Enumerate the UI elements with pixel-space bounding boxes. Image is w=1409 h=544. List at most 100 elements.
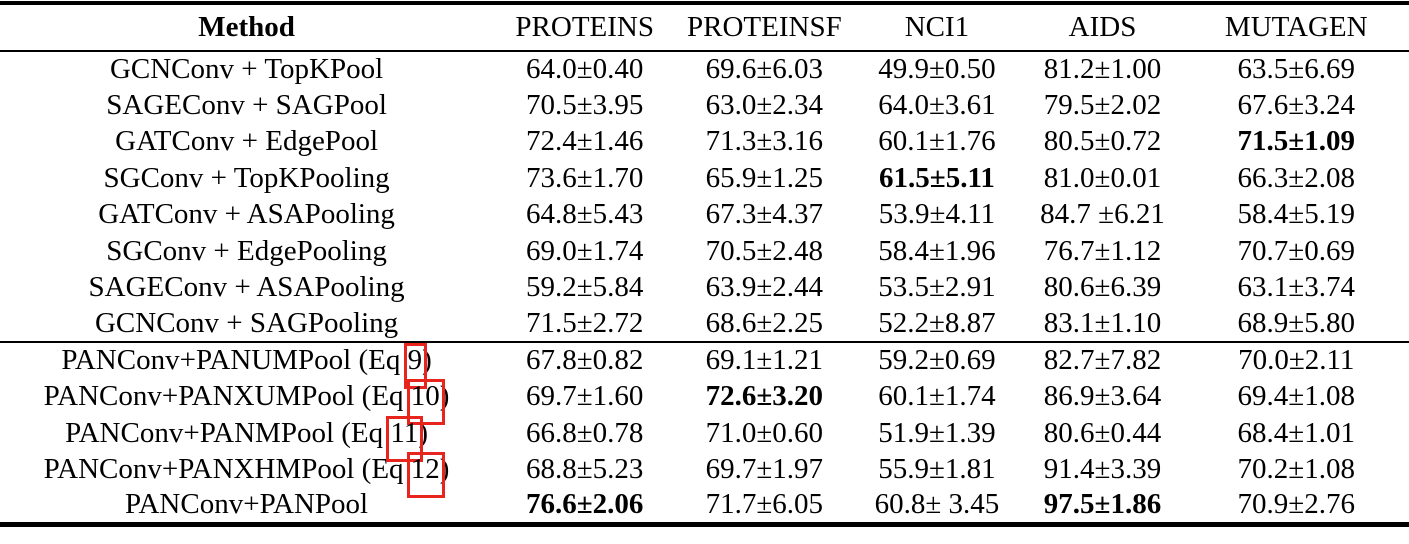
value-cell: 70.7±0.69 bbox=[1237, 234, 1355, 267]
value-cell: 69.1±1.21 bbox=[705, 344, 824, 377]
value-cell: 51.9±1.39 bbox=[878, 416, 996, 449]
header-row: Method PROTEINS PROTEINSF NCI1 AIDS MUTA… bbox=[0, 3, 1409, 51]
value-cell: 76.6±2.06 bbox=[526, 488, 644, 521]
value-cell: 63.9±2.44 bbox=[705, 271, 824, 304]
method-cell: GCNConv + TopKPool bbox=[0, 51, 493, 87]
method-cell: SAGEConv + SAGPool bbox=[0, 87, 493, 123]
value-cell: 68.4±1.01 bbox=[1237, 416, 1355, 449]
method-label: PANConv+PANXUMPool (Eq bbox=[43, 380, 411, 413]
value-cell: 82.7±7.82 bbox=[1043, 344, 1162, 377]
value-cell: 67.6±3.24 bbox=[1237, 89, 1355, 122]
value-cell: 58.4±1.96 bbox=[878, 234, 996, 267]
value-cell: 60.1±1.76 bbox=[878, 125, 996, 158]
table-row: GATConv + EdgePool 72.4±1.46 71.3±3.16 60.… bbox=[0, 124, 1409, 160]
table-row: PANConv+PANUMPool (Eq 9) 67.8±0.82 69.1±1… bbox=[0, 342, 1409, 390]
eq-link[interactable]: 10 bbox=[406, 379, 445, 426]
value-cell: 64.0±0.40 bbox=[526, 53, 644, 86]
value-cell: 63.1±3.74 bbox=[1237, 271, 1355, 304]
value-cell: 91.4±3.39 bbox=[1043, 452, 1162, 485]
method-label-suffix: ) bbox=[439, 452, 450, 485]
method-label: GATConv + ASAPooling bbox=[98, 198, 395, 231]
value-cell: 72.4±1.46 bbox=[526, 125, 644, 158]
value-cell: 69.0±1.74 bbox=[526, 234, 644, 267]
value-cell: 73.6±1.70 bbox=[526, 161, 644, 194]
table-header: Method PROTEINS PROTEINSF NCI1 AIDS MUTA… bbox=[0, 3, 1409, 51]
value-cell: 68.9±5.80 bbox=[1237, 306, 1355, 339]
table-row: GCNConv + TopKPool 64.0±0.40 69.6±6.03 49.… bbox=[0, 51, 1409, 87]
value-cell: 64.8±5.43 bbox=[526, 198, 644, 231]
method-label-suffix: ) bbox=[422, 344, 432, 377]
method-cell: PANConv+PANMPool (Eq 11) bbox=[0, 415, 493, 462]
method-cell: SGConv + EdgePooling bbox=[0, 233, 493, 269]
value-cell: 53.9±4.11 bbox=[878, 198, 996, 231]
value-cell: 53.5±2.91 bbox=[878, 271, 996, 304]
value-cell: 67.3±4.37 bbox=[705, 198, 824, 231]
method-label: PANConv+PANMPool (Eq bbox=[65, 416, 391, 449]
value-cell: 66.8±0.78 bbox=[526, 416, 644, 449]
method-label: PANConv+PANXHMPool (Eq bbox=[43, 452, 411, 485]
results-table: Method PROTEINS PROTEINSF NCI1 AIDS MUTA… bbox=[0, 1, 1409, 527]
method-cell: PANConv+PANXUMPool (Eq 10) bbox=[0, 379, 493, 426]
col-header-nci1: NCI1 bbox=[904, 11, 970, 43]
value-cell: 79.5±2.02 bbox=[1043, 89, 1162, 122]
method-label: GCNConv + SAGPooling bbox=[94, 306, 399, 339]
table-row: SAGEConv + SAGPool 70.5±3.95 63.0±2.34 64.… bbox=[0, 87, 1409, 123]
method-label: PANConv+PANPool bbox=[125, 488, 369, 521]
baseline-methods-section: GCNConv + TopKPool 64.0±0.40 69.6±6.03 49.… bbox=[0, 51, 1409, 342]
table-row: SGConv + EdgePooling 69.0±1.74 70.5±2.48 5… bbox=[0, 233, 1409, 269]
value-cell: 69.7±1.97 bbox=[705, 452, 824, 485]
value-cell: 71.5±1.09 bbox=[1237, 125, 1355, 158]
value-cell: 80.6±6.39 bbox=[1043, 271, 1162, 304]
value-cell: 81.2±1.00 bbox=[1043, 53, 1162, 86]
value-cell: 76.7±1.12 bbox=[1043, 234, 1162, 267]
value-cell: 67.8±0.82 bbox=[526, 344, 644, 377]
table-row: GCNConv + SAGPooling 71.5±2.72 68.6±2.25 5… bbox=[0, 306, 1409, 342]
value-cell: 69.4±1.08 bbox=[1237, 380, 1355, 413]
table-row: PANConv+PANXHMPool (Eq 12) 68.8±5.23 69.7… bbox=[0, 451, 1409, 498]
value-cell: 59.2±0.69 bbox=[878, 344, 996, 377]
method-cell: GCNConv + SAGPooling bbox=[0, 306, 493, 342]
method-label: SAGEConv + ASAPooling bbox=[88, 271, 405, 304]
value-cell: 69.7±1.60 bbox=[526, 380, 644, 413]
value-cell: 52.2±8.87 bbox=[878, 306, 996, 339]
method-cell: SAGEConv + ASAPooling bbox=[0, 269, 493, 305]
value-cell: 71.3±3.16 bbox=[705, 125, 824, 158]
table-row: PANConv+PANPool 76.6±2.06 71.7±6.05 60.8± … bbox=[0, 488, 1409, 524]
value-cell: 65.9±1.25 bbox=[705, 161, 824, 194]
method-label-suffix: ) bbox=[439, 380, 450, 413]
value-cell: 71.7±6.05 bbox=[705, 488, 824, 521]
method-cell: GATConv + ASAPooling bbox=[0, 197, 493, 233]
value-cell: 69.6±6.03 bbox=[705, 53, 824, 86]
value-cell: 80.6±0.44 bbox=[1043, 416, 1162, 449]
col-header-mutagen: MUTAGEN bbox=[1224, 11, 1368, 43]
eq-link[interactable]: 9 bbox=[403, 343, 427, 390]
method-label: SGConv + TopKPooling bbox=[103, 161, 390, 194]
value-cell: 60.1±1.74 bbox=[878, 380, 996, 413]
value-cell: 66.3±2.08 bbox=[1237, 161, 1355, 194]
method-cell: PANConv+PANXHMPool (Eq 12) bbox=[0, 451, 493, 498]
value-cell: 83.1±1.10 bbox=[1043, 306, 1162, 339]
value-cell: 49.9±0.50 bbox=[878, 53, 996, 86]
table-row: SGConv + TopKPooling 73.6±1.70 65.9±1.25 6… bbox=[0, 160, 1409, 196]
col-header-proteins: PROTEINS bbox=[515, 11, 654, 43]
col-header-aids: AIDS bbox=[1068, 11, 1137, 43]
eq-link[interactable]: 11 bbox=[386, 415, 424, 462]
value-cell: 97.5±1.86 bbox=[1043, 488, 1162, 521]
method-cell: PANConv+PANUMPool (Eq 9) bbox=[0, 342, 493, 390]
value-cell: 59.2±5.84 bbox=[526, 271, 644, 304]
method-label: GCNConv + TopKPool bbox=[109, 53, 384, 86]
value-cell: 72.6±3.20 bbox=[705, 380, 824, 413]
method-cell: GATConv + EdgePool bbox=[0, 124, 493, 160]
value-cell: 84.7 ±6.21 bbox=[1040, 198, 1165, 231]
value-cell: 63.0±2.34 bbox=[705, 89, 824, 122]
value-cell: 60.8± 3.45 bbox=[874, 488, 1000, 521]
value-cell: 71.0±0.60 bbox=[705, 416, 824, 449]
value-cell: 63.5±6.69 bbox=[1237, 53, 1355, 86]
table-row: PANConv+PANMPool (Eq 11) 66.8±0.78 71.0±0… bbox=[0, 415, 1409, 462]
value-cell: 81.0±0.01 bbox=[1043, 161, 1162, 194]
eq-link[interactable]: 12 bbox=[406, 451, 445, 498]
value-cell: 70.5±3.95 bbox=[526, 89, 644, 122]
method-cell: SGConv + TopKPooling bbox=[0, 160, 493, 196]
value-cell: 80.5±0.72 bbox=[1043, 125, 1162, 158]
